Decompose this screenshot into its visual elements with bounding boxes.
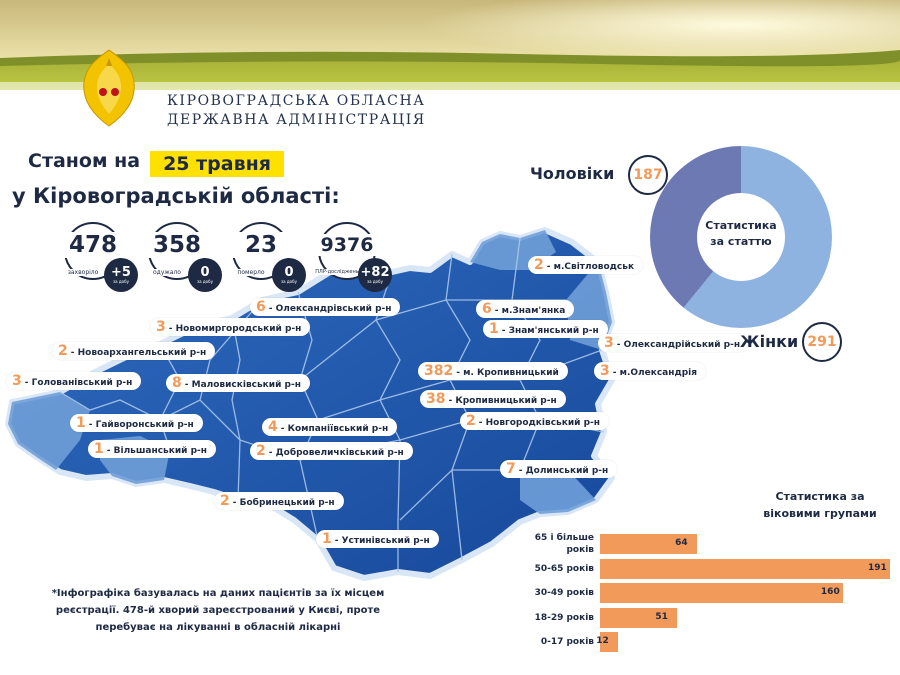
cases-value: 478 [58,232,128,258]
district-tag: 2- Новгородківський р-н [460,412,609,430]
cases-delta-badge: +5 за добу [104,258,138,292]
deaths-value: 23 [226,232,296,258]
district-tag: 2- Добровеличківський р-н [250,442,413,460]
district-tag: 1- Устинівський р-н [316,530,439,548]
district-tag: 1- Гайворонський р-н [70,414,203,432]
district-tag: 6- Олександрівський р-н [250,298,401,316]
pcr-label: ПЛР-досліджень [308,269,366,275]
landscape-image [0,0,900,100]
region-title: у Кіровоградській області: [12,184,340,208]
org-line-1: КІРОВОГРАДСЬКА ОБЛАСНА [167,93,426,109]
district-tag: 6- м.Знам'янка [476,300,575,318]
age-group-label: 18-29 років [534,612,594,623]
age-group-bar [600,534,698,554]
district-tag: 3- Олександрійський р-н [598,334,750,352]
district-tag: 2- Новоархангельський р-н [52,342,216,360]
donut-center [697,193,785,281]
recovered-delta-badge: 0 за добу [188,258,222,292]
age-group-value: 160 [820,587,840,597]
men-value: 187 [628,155,668,195]
organization-name: КІРОВОГРАДСЬКА ОБЛАСНА ДЕРЖАВНА АДМІНІСТ… [167,92,426,130]
district-tag: 1- Знам'янський р-н [483,320,608,338]
age-group-label: 30-49 років [534,588,594,598]
age-group-value: 12 [596,636,609,646]
women-value: 291 [802,322,842,362]
district-tag: 4- Компаніївський р-н [262,418,398,436]
pcr-delta-badge: +82 за добу [358,258,392,292]
district-tag: 382- м. Кропивницький [418,362,568,380]
footnote: *Інфографіка базувалась на даних пацієнт… [51,588,385,633]
men-label: Чоловіки [530,164,615,183]
cases-label: захворіло [54,269,112,276]
age-group-label: 50-65 років [534,563,594,574]
cases-delta: +5 [111,265,131,280]
age-group-bar [600,607,678,628]
recovered-value: 358 [142,232,212,258]
district-tag: 2- м.Світловодськ [528,256,644,274]
age-group-bar [600,558,890,579]
status-prefix: Станом на [28,150,141,172]
age-group-value: 51 [655,611,668,622]
deaths-label: померло [222,269,280,276]
header-banner [0,0,900,100]
district-tag: 1- Вільшанський р-н [88,440,216,458]
district-tag: 2- Бобринецький р-н [214,492,344,510]
district-tag: 3- Новомиргородський р-н [150,318,311,336]
district-tag: 3- Голованівський р-н [6,372,142,390]
deaths-delta-badge: 0 за добу [272,258,306,292]
district-tag: 7- Долинський р-н [500,460,618,478]
pcr-delta-caption: за добу [367,279,383,284]
age-chart-title: Статистика за віковими групами [763,490,877,520]
age-group-value: 64 [675,538,688,548]
org-line-2: ДЕРЖАВНА АДМІНІСТРАЦІЯ [167,112,426,128]
recovered-delta: 0 [200,265,210,280]
age-group-label: 0-17 років [540,637,594,647]
age-group-bar [600,583,843,603]
cases-delta-caption: за добу [113,279,129,284]
district-tag: 38- Кропивницький р-н [420,390,566,408]
recovered-label: одужало [138,269,196,276]
regional-emblem-icon [83,49,135,127]
age-group-bar [600,632,619,652]
district-tag: 3- м.Олександрія [594,362,707,380]
gender-chart-title: Статистика за статтю [705,219,777,248]
age-group-label: 65 і більше років [534,533,594,555]
age-group-value: 191 [868,562,887,573]
district-tag: 8- Маловисківський р-н [166,374,310,392]
women-label: Жінки [740,332,799,351]
report-date: 25 травня [150,151,284,177]
recovered-delta-caption: за добу [197,279,213,284]
pcr-delta: +82 [360,265,390,280]
deaths-delta-caption: за добу [281,279,297,284]
pcr-value: 9376 [312,234,382,256]
deaths-delta: 0 [284,265,294,280]
